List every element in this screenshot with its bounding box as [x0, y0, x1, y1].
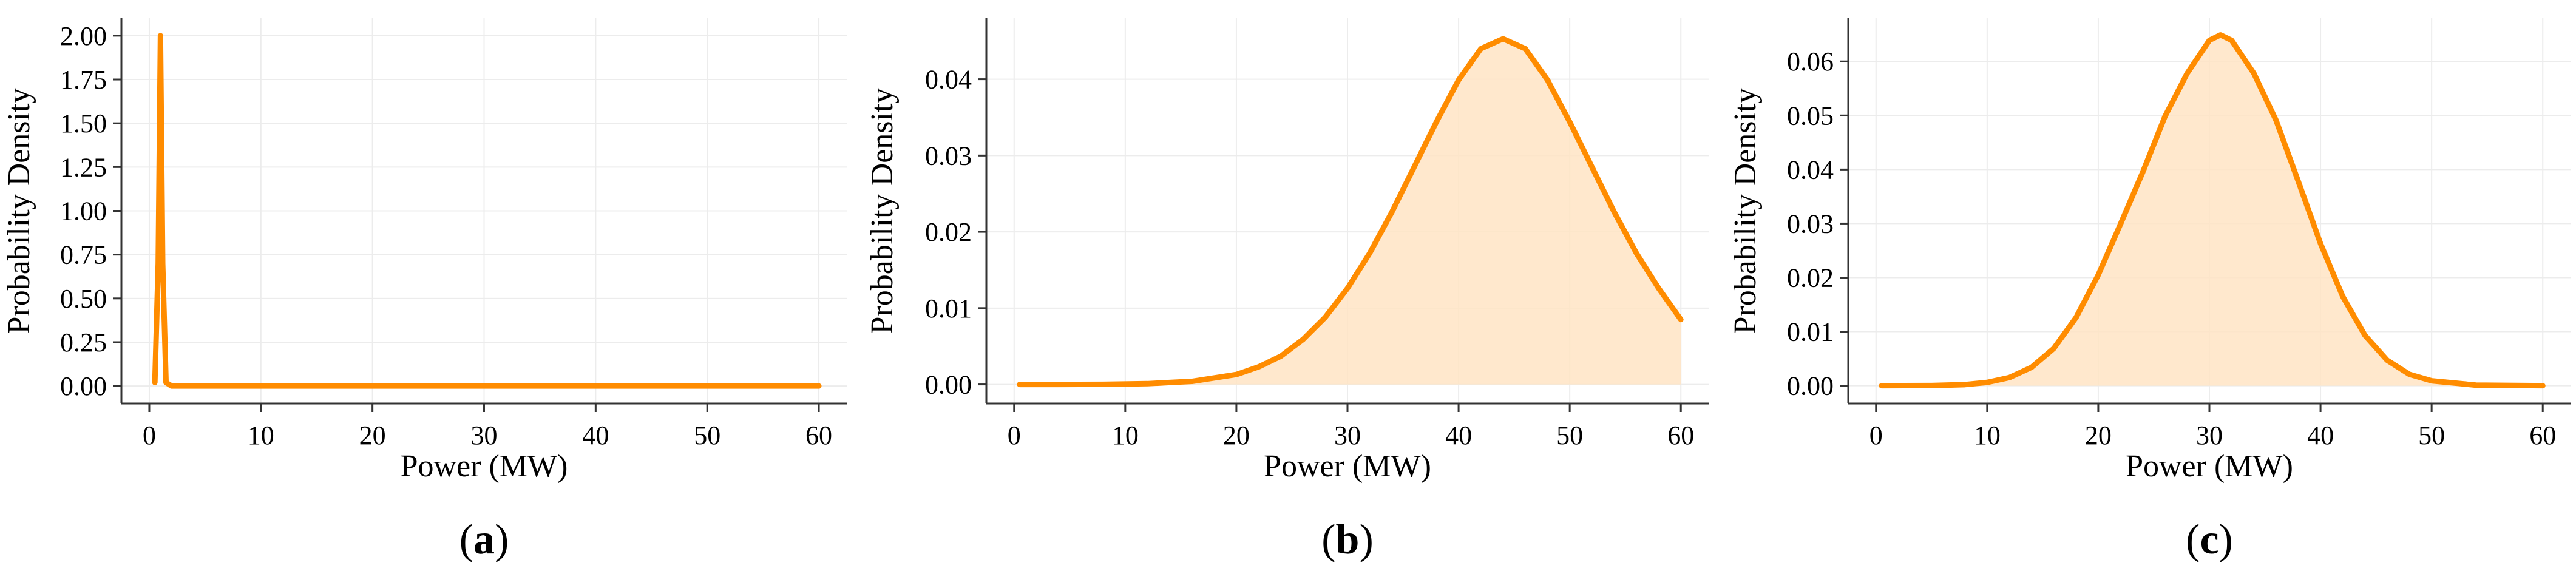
x-tick-label: 0 — [143, 420, 156, 450]
y-tick-label: 1.00 — [60, 197, 107, 226]
density-area — [1881, 35, 2543, 386]
panel-label-close: ) — [1359, 516, 1373, 563]
panel-label: (b) — [1321, 516, 1374, 563]
panel-label-open: ( — [2186, 516, 2200, 563]
y-tick-label: 0.01 — [1787, 317, 1834, 347]
x-tick-label: 60 — [805, 420, 832, 450]
x-tick-label: 30 — [2196, 420, 2223, 450]
x-tick-label: 0 — [1869, 420, 1883, 450]
x-tick-label: 60 — [1667, 420, 1694, 450]
y-tick-label: 0.75 — [60, 240, 107, 270]
x-tick-label: 50 — [1556, 420, 1583, 450]
x-tick-label: 20 — [1223, 420, 1250, 450]
panel-label-close: ) — [2219, 516, 2233, 563]
y-axis-label: Probability Density — [1728, 88, 1763, 334]
x-tick-label: 20 — [359, 420, 386, 450]
y-tick-label: 1.25 — [60, 152, 107, 182]
y-tick-label: 0.00 — [925, 370, 972, 400]
panel-label-letter: c — [2200, 516, 2218, 563]
chart-panel-b: 0 10 20 30 40 50 60 0.00 0.01 0.02 0.03 0.04 Power (… — [865, 18, 1709, 563]
panel-label-open: ( — [459, 516, 473, 563]
panel-label-open: ( — [1321, 516, 1335, 563]
y-tick-label: 0.03 — [1787, 209, 1834, 238]
x-tick-label: 40 — [1445, 420, 1472, 450]
y-tick-label: 0.04 — [1787, 155, 1834, 184]
x-tick-label: 10 — [1112, 420, 1139, 450]
panel-label-letter: a — [473, 516, 495, 563]
y-tick-label: 0.50 — [60, 284, 107, 314]
y-tick-label: 0.00 — [60, 371, 107, 401]
density-line — [1017, 36, 1684, 388]
x-tick-label: 0 — [1008, 420, 1021, 450]
x-tick-label: 40 — [582, 420, 609, 450]
y-tick-label: 2.00 — [60, 21, 107, 51]
y-tick-label: 0.03 — [925, 141, 972, 171]
density-line — [1879, 32, 2546, 389]
x-axis-label: Power (MW) — [401, 449, 568, 484]
y-tick-label: 1.75 — [60, 65, 107, 95]
chart-panel-a: 0 10 20 30 40 50 60 0.00 0.25 0.50 0.75 1.00 1.25 1.5… — [2, 18, 847, 563]
x-tick-label: 30 — [471, 420, 498, 450]
x-tick-label: 20 — [2085, 420, 2112, 450]
x-tick-label: 50 — [694, 420, 720, 450]
x-tick-label: 30 — [1334, 420, 1361, 450]
y-axis-label: Probability Density — [2, 88, 36, 334]
x-axis-label: Power (MW) — [2126, 449, 2293, 484]
chart-panel-c: 0 10 20 30 40 50 60 0.00 0.01 0.02 0.03 0.04 0.05 0.0… — [1728, 18, 2571, 563]
x-tick-label: 50 — [2418, 420, 2445, 450]
y-tick-label: 0.02 — [1787, 263, 1834, 292]
panel-label-letter: b — [1336, 516, 1360, 563]
y-tick-label: 0.06 — [1787, 47, 1834, 76]
x-tick-label: 10 — [1974, 420, 2001, 450]
x-tick-label: 60 — [2529, 420, 2556, 450]
y-tick-label: 0.00 — [1787, 371, 1834, 401]
y-axis-label: Probability Density — [865, 88, 900, 334]
y-tick-label: 0.02 — [925, 217, 972, 247]
y-tick-label: 0.04 — [925, 65, 972, 95]
x-axis-label: Power (MW) — [1264, 449, 1431, 484]
y-tick-label: 1.50 — [60, 109, 107, 138]
y-tick-label: 0.25 — [60, 328, 107, 357]
x-tick-label: 40 — [2307, 420, 2334, 450]
density-line — [152, 33, 822, 389]
density-area — [1019, 38, 1681, 385]
y-tick-label: 0.05 — [1787, 101, 1834, 130]
y-tick-label: 0.01 — [925, 294, 972, 323]
x-tick-label: 10 — [248, 420, 274, 450]
panel-label: (a) — [459, 516, 509, 563]
panel-label-close: ) — [495, 516, 509, 563]
panel-label: (c) — [2186, 516, 2233, 563]
